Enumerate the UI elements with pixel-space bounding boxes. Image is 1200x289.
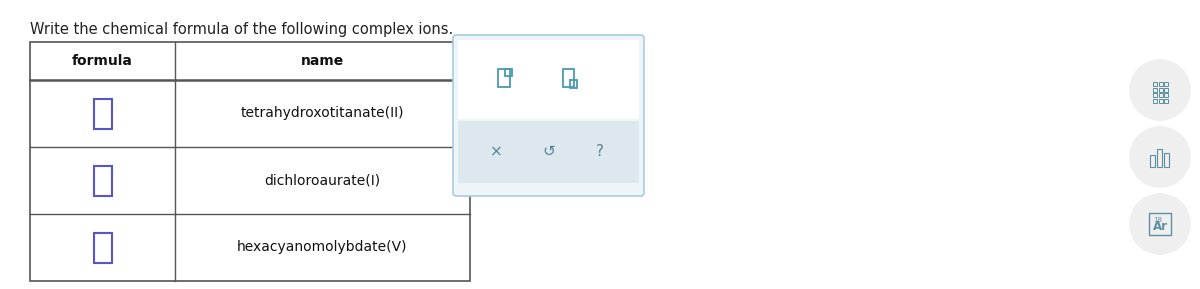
Bar: [570, 81, 577, 88]
Text: ↺: ↺: [542, 144, 554, 159]
Bar: [1158, 82, 1163, 86]
Text: dichloroaurate(I): dichloroaurate(I): [264, 173, 380, 188]
Bar: [1150, 155, 1154, 167]
Text: formula: formula: [72, 54, 133, 68]
Bar: [458, 40, 640, 118]
Bar: [30, 42, 470, 281]
Circle shape: [1130, 127, 1190, 187]
Bar: [1164, 82, 1168, 86]
Bar: [1150, 213, 1171, 235]
Bar: [94, 232, 112, 262]
Text: name: name: [301, 54, 344, 68]
Bar: [563, 69, 575, 87]
Circle shape: [1130, 194, 1190, 254]
Bar: [1153, 99, 1157, 103]
Bar: [1164, 99, 1168, 103]
Circle shape: [1130, 127, 1190, 187]
Bar: [94, 166, 112, 195]
Text: 18: 18: [1153, 217, 1162, 223]
Text: Write the chemical formula of the following complex ions.: Write the chemical formula of the follow…: [30, 22, 454, 37]
Bar: [1164, 153, 1169, 167]
FancyBboxPatch shape: [454, 35, 644, 196]
Bar: [1164, 88, 1168, 92]
Text: tetrahydroxotitanate(II): tetrahydroxotitanate(II): [241, 107, 404, 121]
Bar: [1157, 149, 1162, 167]
Circle shape: [1130, 194, 1190, 254]
Bar: [1158, 88, 1163, 92]
Bar: [1158, 99, 1163, 103]
Bar: [94, 99, 112, 129]
Bar: [1153, 82, 1157, 86]
Bar: [505, 68, 512, 76]
Text: ×: ×: [491, 144, 503, 159]
Bar: [1153, 88, 1157, 92]
Bar: [1153, 93, 1157, 97]
Text: hexacyanomolybdate(V): hexacyanomolybdate(V): [238, 240, 408, 255]
Text: ?: ?: [596, 144, 605, 159]
Text: Ar: Ar: [1152, 220, 1168, 232]
Circle shape: [1130, 60, 1190, 120]
Circle shape: [1130, 60, 1190, 120]
Bar: [1164, 93, 1168, 97]
Bar: [1158, 93, 1163, 97]
Bar: [498, 69, 510, 87]
Bar: [458, 121, 640, 183]
